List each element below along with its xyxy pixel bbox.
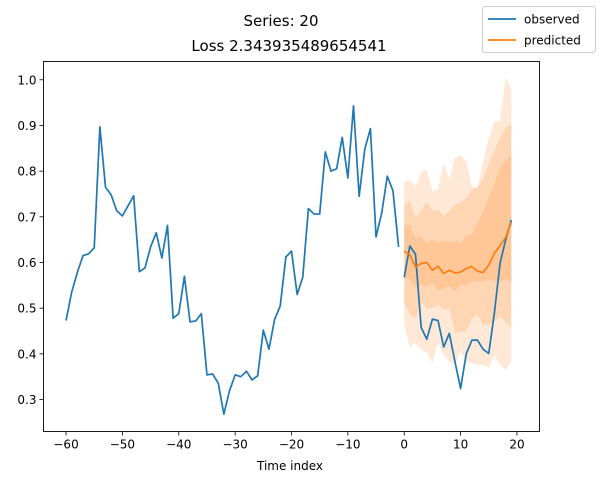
chart-subtitle: Loss 2.343935489654541 [191,37,386,55]
observed-line-history [65,104,400,415]
prediction-band-2 [404,124,512,334]
y-tick-label: 0.9 [17,119,36,133]
x-tick-label: −50 [110,438,135,452]
legend-label-observed: observed [524,13,580,27]
x-tick-label: −60 [53,438,78,452]
y-tick-label: 0.7 [17,210,36,224]
y-axis: 0.3 0.4 0.5 0.6 0.7 0.8 0.9 1.0 [17,73,44,407]
prediction-band-1 [404,77,512,370]
series-lines [65,104,513,415]
x-tick-label: 0 [400,438,408,452]
prediction-intervals [404,77,512,370]
x-tick-label: −20 [279,438,304,452]
y-tick-label: 0.4 [17,347,36,361]
y-tick-label: 0.6 [17,256,36,270]
prediction-band-3 [404,154,512,292]
legend-box [482,6,596,53]
y-tick-label: 0.3 [17,393,36,407]
x-axis: −60 −50 −40 −30 −20 −10 0 10 20 [53,431,525,452]
y-tick-label: 0.5 [17,302,36,316]
y-tick-label: 1.0 [17,73,36,87]
x-axis-label: Time index [256,459,323,473]
chart-title: Series: 20 [243,12,318,30]
x-tick-label: −40 [166,438,191,452]
x-tick-label: −30 [222,438,247,452]
x-tick-label: −10 [335,438,360,452]
x-tick-label: 20 [509,438,524,452]
y-tick-label: 0.8 [17,165,36,179]
x-tick-label: 10 [453,438,468,452]
legend: observed predicted [482,6,596,53]
predicted-line [403,221,513,275]
observed-line-forecast-window [403,219,513,390]
legend-label-predicted: predicted [524,34,581,48]
